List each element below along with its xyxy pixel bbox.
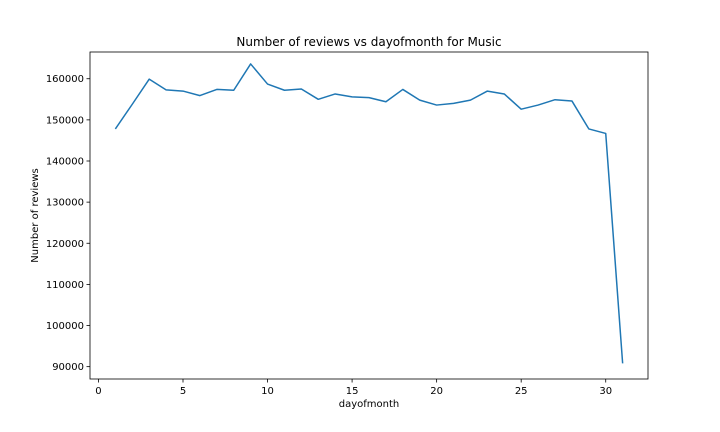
x-tick-label: 5 [180, 386, 186, 397]
data-point [216, 89, 218, 91]
data-point [402, 89, 404, 91]
data-point [622, 363, 624, 365]
data-point [301, 88, 303, 90]
data-point [368, 97, 370, 99]
data-point [148, 78, 150, 80]
data-point [165, 89, 167, 91]
y-tick-label: 130000 [46, 198, 84, 209]
data-point [419, 99, 421, 101]
x-tick-label: 25 [515, 386, 528, 397]
series-line [114, 63, 624, 364]
x-tick-label: 20 [430, 386, 443, 397]
data-point [470, 99, 472, 101]
y-tick-label: 100000 [46, 321, 84, 332]
data-point [199, 95, 201, 97]
data-point [115, 128, 117, 130]
y-tick-label: 120000 [46, 239, 84, 250]
y-axis-label: Number of reviews [30, 168, 41, 262]
data-point [351, 96, 353, 98]
x-tick-label: 15 [346, 386, 359, 397]
y-tick-label: 150000 [46, 115, 84, 126]
data-point [571, 100, 573, 102]
y-tick-label: 110000 [46, 280, 84, 291]
data-point [453, 103, 455, 105]
x-tick-label: 30 [599, 386, 612, 397]
y-tick-label: 160000 [46, 74, 84, 85]
x-tick-label: 10 [261, 386, 274, 397]
data-point [317, 99, 319, 101]
data-point [334, 93, 336, 95]
data-point [537, 104, 539, 106]
data-point [385, 101, 387, 103]
data-point [250, 63, 252, 65]
data-point [588, 128, 590, 130]
data-point [182, 90, 184, 92]
plot-area [114, 63, 624, 365]
data-point [436, 104, 438, 106]
y-axis: 90000 100000 110000 120000 130000 140000 15000… [46, 74, 90, 373]
chart-title: Number of reviews vs dayofmonth for Musi… [236, 35, 501, 49]
data-point [605, 133, 607, 135]
data-point [131, 103, 133, 105]
data-point [284, 89, 286, 91]
data-point [554, 99, 556, 101]
data-point [520, 108, 522, 110]
plot-frame [89, 51, 649, 380]
data-point [487, 90, 489, 92]
data-point [503, 93, 505, 95]
data-point [233, 89, 235, 91]
y-tick-label: 90000 [52, 362, 84, 373]
x-tick-label: 0 [95, 386, 101, 397]
x-axis-label: dayofmonth [339, 399, 400, 410]
x-axis: 0 5 10 15 20 25 30 [95, 379, 612, 397]
y-tick-label: 140000 [46, 157, 84, 168]
data-point [267, 83, 269, 85]
